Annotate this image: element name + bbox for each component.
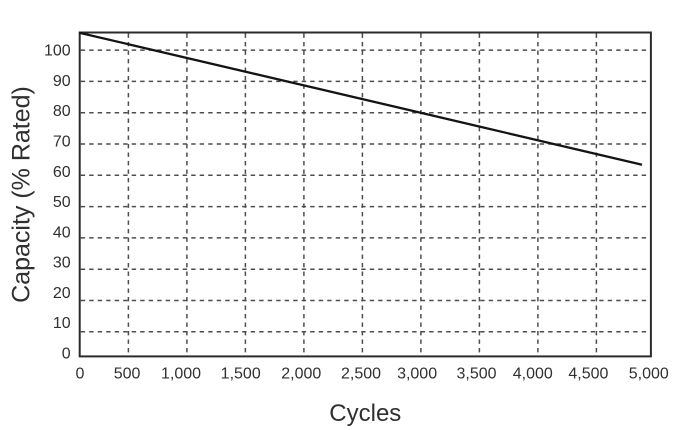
svg-text:70: 70 [53,134,71,151]
svg-text:4,500: 4,500 [568,365,608,382]
svg-text:3,500: 3,500 [456,365,496,382]
svg-text:90: 90 [53,73,71,90]
svg-text:0: 0 [62,345,71,362]
svg-text:30: 30 [53,255,71,272]
svg-text:Capacity (% Rated): Capacity (% Rated) [8,86,36,303]
svg-text:80: 80 [53,103,71,120]
svg-text:20: 20 [53,285,71,302]
svg-text:1,000: 1,000 [161,365,201,382]
svg-text:5,000: 5,000 [629,365,669,382]
svg-text:1,500: 1,500 [221,365,261,382]
svg-text:40: 40 [53,224,71,241]
svg-text:2,500: 2,500 [341,365,381,382]
svg-text:Cycles: Cycles [329,400,401,427]
svg-text:500: 500 [114,365,141,382]
svg-text:0: 0 [75,365,84,382]
svg-text:100: 100 [44,43,71,60]
svg-text:3,000: 3,000 [397,365,437,382]
svg-text:4,000: 4,000 [513,365,553,382]
svg-text:50: 50 [53,194,71,211]
svg-text:60: 60 [53,164,71,181]
svg-text:10: 10 [53,315,71,332]
svg-text:2,000: 2,000 [281,365,321,382]
